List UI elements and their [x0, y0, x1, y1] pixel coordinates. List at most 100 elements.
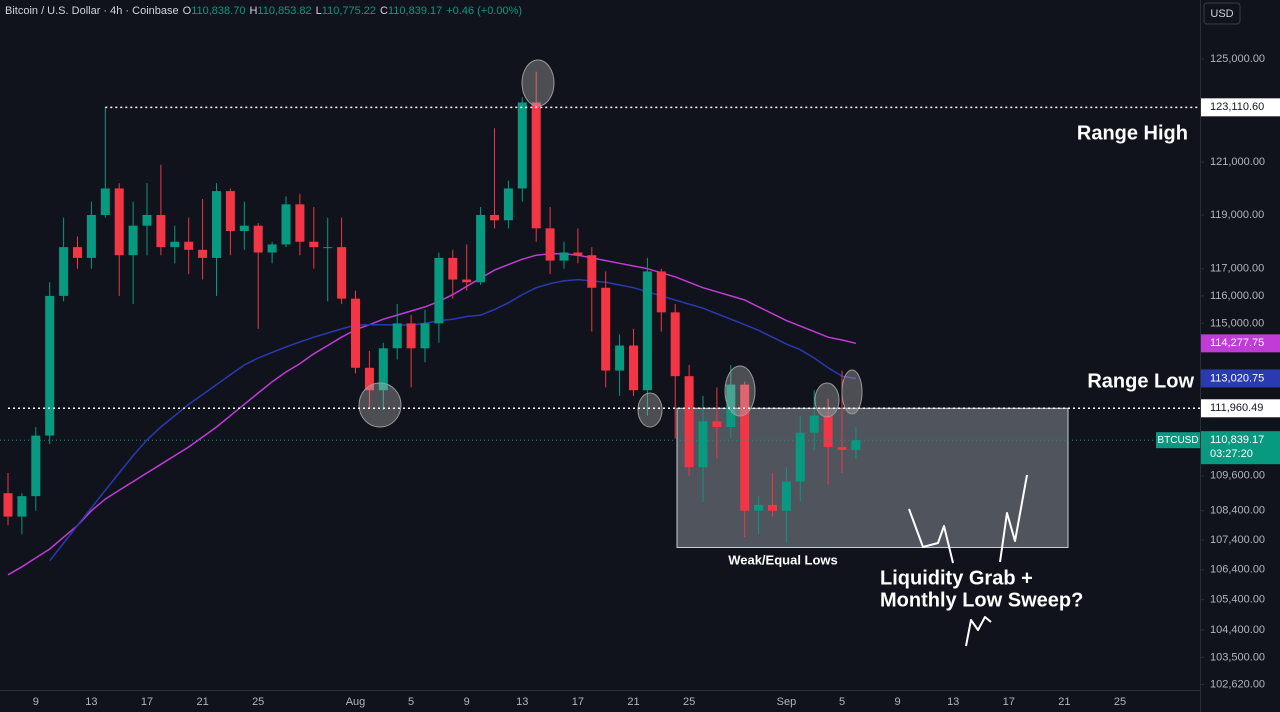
candle-body: [684, 376, 694, 468]
ma-badge: [1201, 369, 1280, 388]
ohlc-value: 110,775.22: [322, 5, 376, 17]
candle-body: [31, 435, 41, 497]
candle-body: [559, 252, 569, 261]
projection-stroke: [908, 508, 954, 564]
candle-body: [198, 249, 208, 258]
x-tick-label: Sep: [777, 696, 797, 708]
candle-body: [267, 244, 277, 253]
last-price-badge: [1201, 431, 1280, 465]
x-tick-label: 25: [252, 696, 264, 708]
ohlc-value: 110,838.70: [191, 5, 245, 17]
candle-body: [86, 214, 96, 258]
x-tick-label: 25: [1114, 696, 1126, 708]
x-tick-label: 13: [85, 696, 97, 708]
hand-drawn-path: [908, 474, 1028, 647]
candle-body: [656, 271, 666, 313]
price-badge: [1201, 399, 1280, 418]
candle-body: [184, 241, 194, 250]
ma-badge-label: 113,020.75: [1210, 372, 1264, 384]
candle-body: [740, 384, 750, 511]
x-tick-label: 25: [683, 696, 695, 708]
currency-label: USD: [1210, 8, 1233, 20]
candle-body: [754, 504, 764, 511]
x-tick-label: 17: [1003, 696, 1015, 708]
candle-body: [45, 295, 55, 436]
candle-body: [837, 447, 847, 450]
last-price-label: 110,839.17: [1210, 434, 1264, 446]
candle-body: [490, 214, 499, 221]
x-tick-label: 21: [196, 696, 208, 708]
y-tick-label: 108,400.00: [1210, 505, 1265, 517]
candle-body: [670, 312, 680, 377]
x-tick-label: 21: [627, 696, 639, 708]
y-tick-label: 121,000.00: [1210, 156, 1265, 168]
candle-body: [809, 415, 819, 433]
candle-body: [545, 228, 555, 261]
candle-body: [406, 323, 416, 349]
countdown-label: 03:27:20: [1210, 448, 1253, 460]
highlight-circle: [358, 382, 402, 428]
zone-layer: [676, 407, 1069, 548]
candle-body: [420, 323, 430, 349]
x-tick-label: 5: [408, 696, 414, 708]
candle-body: [448, 257, 458, 280]
x-tick-label: 5: [839, 696, 845, 708]
candle-body: [851, 440, 861, 450]
y-tick-label: 107,400.00: [1210, 534, 1265, 546]
header: Bitcoin / U.S. Dollar · 4h · Coinbase O11…: [5, 5, 522, 17]
candle-body: [73, 247, 82, 258]
candle-body: [364, 367, 374, 391]
candle-body: [295, 204, 305, 242]
y-tick-label: 116,000.00: [1210, 290, 1264, 302]
highlight-circle: [841, 369, 863, 415]
ma-badge-label: 114,277.75: [1210, 337, 1264, 349]
level-annotation: Range Low: [1087, 371, 1194, 393]
candle-body: [629, 345, 638, 391]
candle-body: [698, 421, 708, 468]
candle-body: [823, 415, 833, 448]
candle-body: [768, 504, 777, 511]
y-tick-label: 105,400.00: [1210, 594, 1265, 606]
candle-body: [128, 225, 138, 256]
candle-body: [17, 496, 27, 517]
price-badge: [1201, 98, 1280, 117]
moving-average-line: [7, 253, 857, 576]
candle-body: [281, 204, 291, 245]
candle-body: [517, 102, 527, 189]
x-tick-label: 17: [572, 696, 584, 708]
ohlc-key: C: [380, 5, 388, 17]
candle-body: [726, 384, 736, 428]
x-tick-label: 13: [516, 696, 528, 708]
candle-body: [378, 348, 388, 391]
projection-stroke: [999, 474, 1028, 563]
ohlc-key: L: [316, 5, 322, 17]
y-tick-label: 125,000.00: [1210, 53, 1265, 65]
projection-stroke: [965, 616, 992, 647]
x-tick-label: 13: [947, 696, 959, 708]
candle-body: [434, 257, 444, 324]
candle-body: [309, 241, 319, 248]
candle-body: [712, 421, 722, 428]
x-tick-label: 9: [895, 696, 901, 708]
candle-body: [476, 214, 486, 283]
candle-body: [601, 287, 611, 371]
x-tick-label: Aug: [346, 696, 366, 708]
y-tick-label: 103,500.00: [1210, 651, 1265, 663]
x-tick-label: 21: [1058, 696, 1070, 708]
candle-body: [156, 214, 166, 248]
level-annotation: Range High: [1077, 123, 1188, 145]
y-tick-label: 106,400.00: [1210, 564, 1265, 576]
symbol-badge: [1156, 432, 1200, 449]
candle-body: [781, 481, 791, 511]
candle-body: [392, 323, 402, 349]
candle-body: [573, 252, 583, 256]
highlight-circle: [814, 382, 840, 418]
candle-body: [462, 279, 472, 283]
annotation: Liquidity Grab +: [880, 567, 1033, 589]
candle-body: [170, 241, 180, 248]
candle-body: [114, 188, 124, 256]
highlight-circle: [521, 59, 555, 107]
currency-button[interactable]: [1203, 2, 1241, 25]
